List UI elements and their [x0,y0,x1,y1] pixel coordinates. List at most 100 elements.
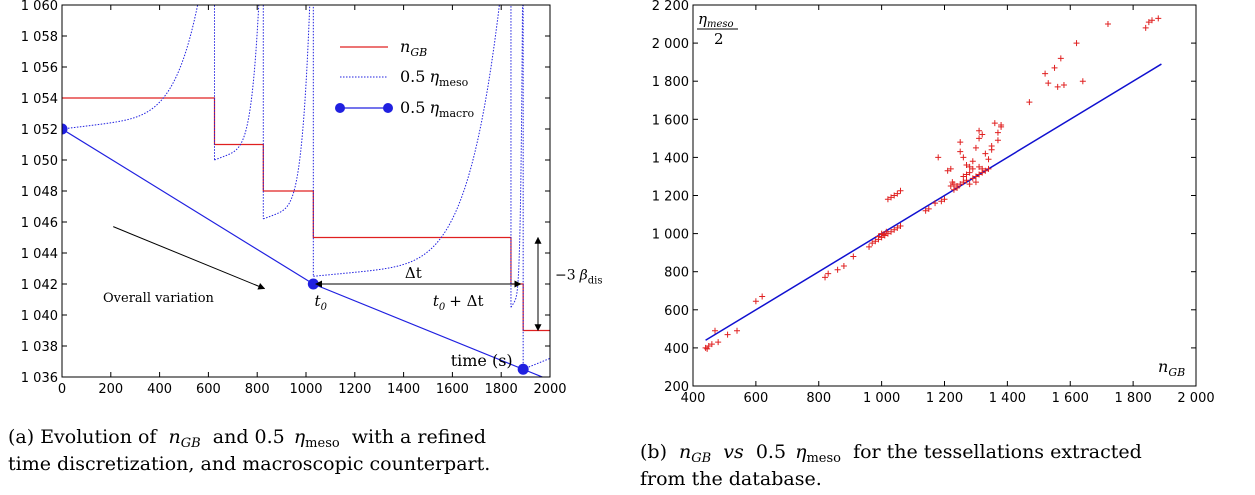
scatter-point [897,187,904,194]
scatter-point [950,186,957,193]
x-tick-label-b: 1 400 [989,391,1026,406]
scatter-point [884,196,891,203]
y-axis-label-num-sub: meso [707,19,734,30]
meso-dotted-tail [522,357,550,370]
y-tick-label-b: 2 000 [652,37,689,52]
scatter-point [1045,80,1052,87]
x-tick-label-b: 1 200 [926,391,963,406]
scatter-point [840,262,847,269]
scatter-point [969,175,976,182]
x-axis-label-b: nGB [1158,357,1185,379]
panel-b-ticks: 400 600 800 1 000 1 200 1 400 1 600 1 800 2 000 2… [652,0,1215,406]
t0-sub: 0 [321,302,328,313]
legend-label-macro: 0.5 ηmacro [400,98,474,120]
t0-label: t0 [315,292,328,313]
scatter-point [715,339,722,346]
x-tick-label-b: 1 800 [1115,391,1152,406]
legend-meso-sub: meso [439,76,469,89]
legend-ngb-sub: GB [410,46,427,59]
macro-line [62,128,544,377]
y-tick-label-b: 2 200 [652,0,689,14]
y-tick-label-b: 200 [664,380,689,395]
y-tick-label-b: 800 [664,266,689,281]
scatter-point [850,253,857,260]
scatter-point [925,205,932,212]
caption-b-line1: (b) nGB vs 0.5 ηmeso for the tessellatio… [640,441,1142,467]
scatter-point [1148,17,1155,24]
scatter-point [1155,15,1162,22]
scatter-point [949,179,956,186]
panel-a-plot-area [62,5,550,377]
scatter-point [866,243,873,250]
x-axis-label-a: time (s) [451,351,513,370]
legend-macro-eta: η [429,98,439,117]
y-tick-label-b: 600 [664,304,689,319]
scatter-point [724,331,731,338]
legend-label-meso: 0.5 ηmeso [400,67,469,89]
scatter-point [960,179,967,186]
x-tick-label-b: 1 600 [1052,391,1089,406]
scatter-point [759,293,766,300]
legend-macro-marker-right [383,103,393,113]
scatter-point [1057,55,1064,62]
t0-plus-dt-rest: + Δt [449,292,483,310]
t0-plus-dt-label: t0 + Δt [433,292,484,313]
beta-label: −3 βdis [555,267,602,286]
panel-b-chart: 400 600 800 1 000 1 200 1 400 1 600 1 800 2 000 2… [652,0,1215,406]
scatter-point [1060,82,1067,89]
caption-a-line2: time discretization, and macroscopic cou… [8,453,490,475]
scatter-point [991,120,998,127]
y-tick-label-b: 1 800 [652,75,689,90]
scatter-point [957,148,964,155]
y-tick-label-a: 1 040 [21,309,58,324]
scatter-point [752,298,759,305]
caption-b: (b) nGB vs 0.5 ηmeso for the tessellatio… [640,441,1142,490]
scatter-point [976,171,983,178]
panel-a-frame [61,4,551,378]
scatter-point [969,165,976,172]
scatter-point [825,270,832,277]
scatter-point [960,154,967,161]
scatter-point [988,142,995,149]
caption-a: (a) Evolution of nGB and 0.5 ηmeso with … [8,426,490,475]
y-tick-label-a: 1 050 [21,154,58,169]
legend-label-ngb: nGB [400,37,427,59]
scatter-point [947,165,954,172]
scatter-point [994,129,1001,136]
scatter-point [1142,24,1149,31]
x-tick-label-a: 1400 [387,382,420,397]
y-tick-label-a: 1 056 [21,61,58,76]
scatter-point [822,274,829,281]
y-tick-label-b: 1 000 [652,228,689,243]
identity-line [705,63,1162,341]
y-tick-label-b: 1 400 [652,151,689,166]
scatter-point [982,150,989,157]
scatter-point [976,163,983,170]
scatter-point [963,162,970,169]
scatter-point [734,327,741,334]
x-tick-label-b: 1 000 [863,391,900,406]
x-tick-label-a: 800 [245,382,270,397]
x-axis-label-b-sub: GB [1168,366,1185,379]
scatter-point [957,139,964,146]
scatter-point [932,200,939,207]
panel-b-frame [692,4,1197,387]
delta-t-label: Δt [405,264,422,282]
scatter-point [872,238,879,245]
y-tick-label-a: 1 038 [21,340,58,355]
beta-symbol: β [579,267,588,283]
scatter-point [944,167,951,174]
scatter-point [976,127,983,134]
scatter-point [834,266,841,273]
scatter-point [969,158,976,165]
x-tick-label-b: 400 [681,391,706,406]
y-tick-label-a: 1 054 [21,92,58,107]
y-axis-label-den: 2 [714,30,724,48]
scatter-point [972,173,979,180]
meso-dotted-curve [510,5,524,370]
y-tick-label-a: 1 060 [21,0,58,14]
x-tick-label-a: 200 [98,382,123,397]
scatter-point [705,342,712,349]
panel-a-chart: 0 200 400 600 800 1000 1200 1400 1600 1800 2000 1 0… [21,0,603,397]
